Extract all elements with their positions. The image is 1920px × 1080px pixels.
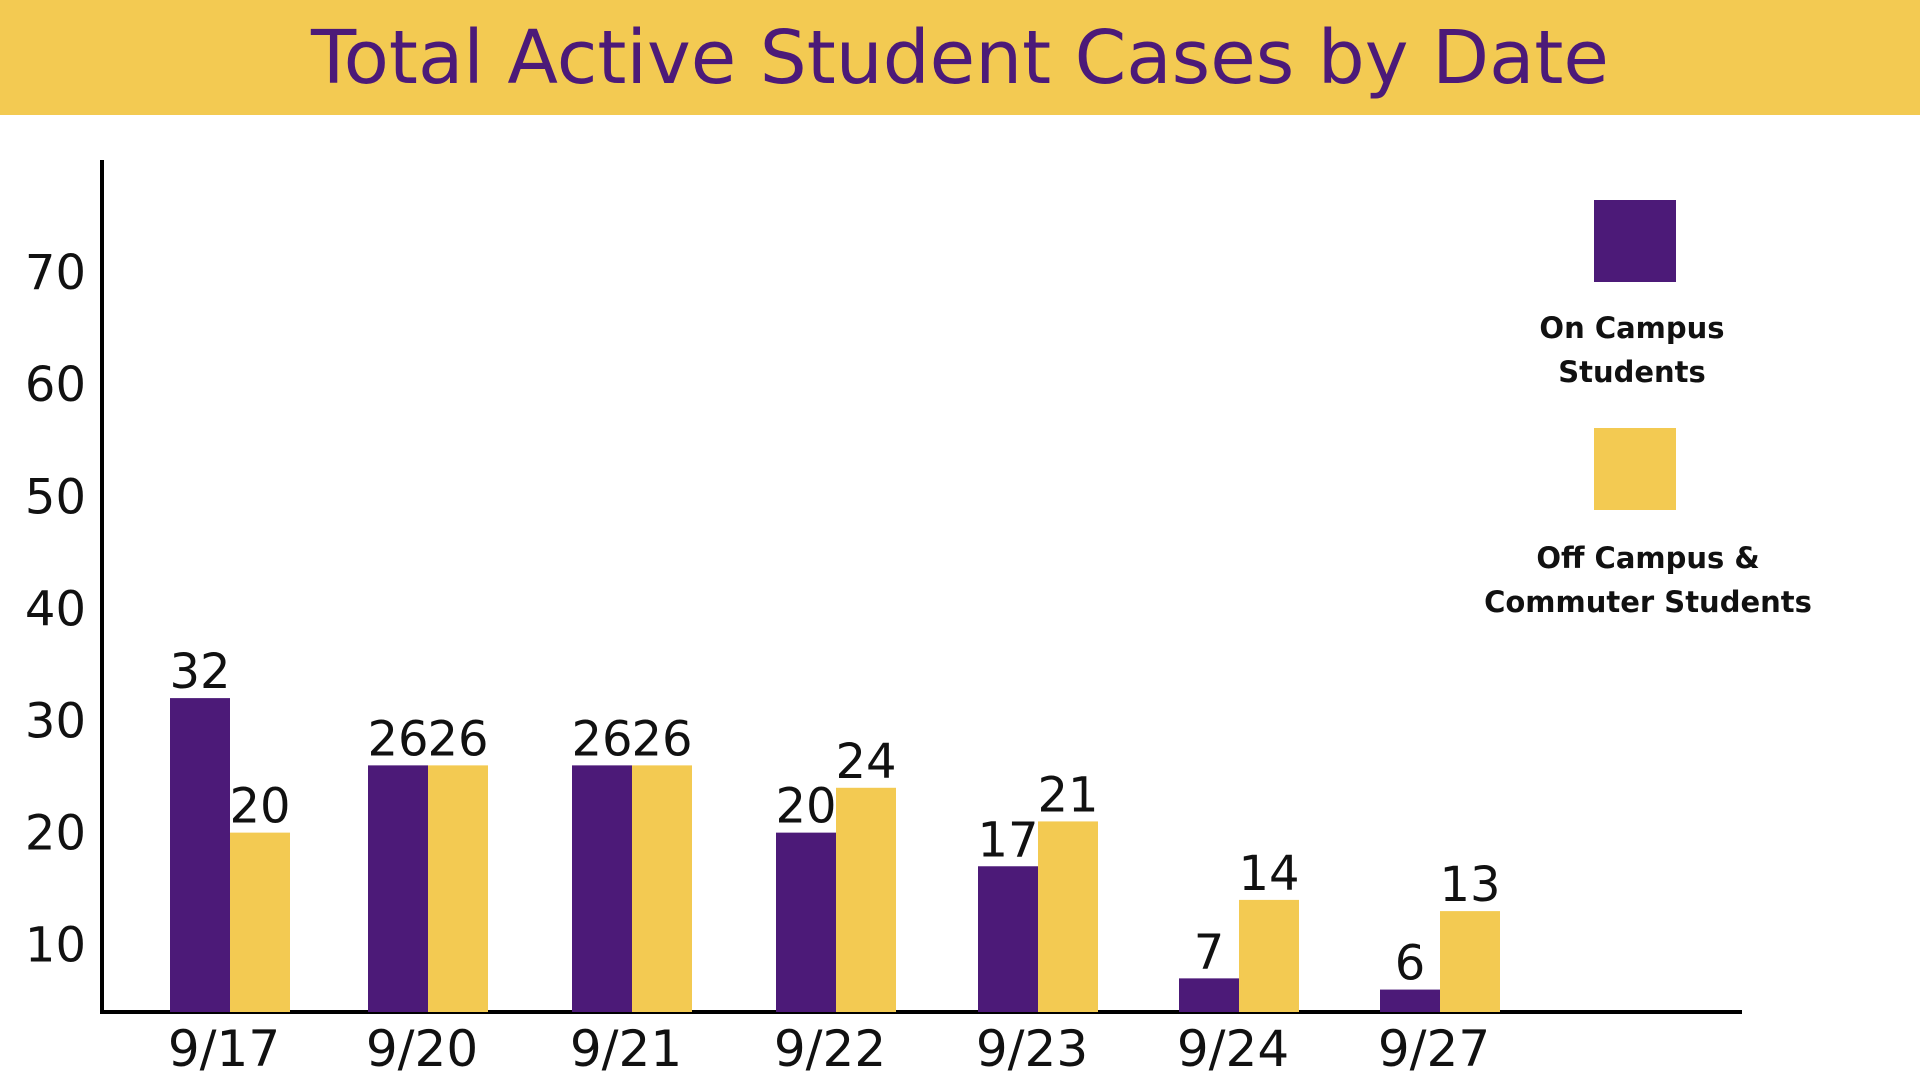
data-label: 20 — [775, 779, 836, 835]
bar-off-campus-2 — [632, 765, 692, 1012]
y-axis-ticks: 10 20 30 40 50 60 70 — [25, 245, 86, 974]
legend-label: Off Campus & — [1536, 541, 1759, 575]
x-tick-label: 9/21 — [570, 1020, 682, 1078]
data-label: 26 — [427, 711, 488, 767]
bar-off-campus-4 — [1038, 821, 1098, 1012]
data-label: 26 — [631, 711, 692, 767]
y-tick-label: 10 — [25, 918, 86, 974]
bar-off-campus-3 — [836, 787, 896, 1012]
x-tick-label: 9/20 — [366, 1020, 478, 1078]
title-bar: Total Active Student Cases by Date — [0, 0, 1920, 115]
y-tick-label: 40 — [25, 581, 86, 637]
bar-on-campus-0 — [170, 698, 230, 1012]
y-tick-label: 30 — [25, 694, 86, 750]
legend-swatch — [1594, 200, 1676, 282]
data-label: 17 — [977, 812, 1038, 868]
legend-label: Commuter Students — [1484, 585, 1812, 619]
x-tick-label: 9/22 — [774, 1020, 886, 1078]
legend: On Campus Students Off Campus & Commuter St… — [1484, 200, 1812, 619]
bar-off-campus-1 — [428, 765, 488, 1012]
y-tick-label: 20 — [25, 806, 86, 862]
data-label: 6 — [1395, 936, 1426, 992]
x-tick-label: 9/23 — [976, 1020, 1088, 1078]
data-label: 24 — [835, 734, 896, 790]
legend-label: Students — [1558, 355, 1706, 389]
data-label: 20 — [229, 779, 290, 835]
bars — [170, 698, 1500, 1012]
bar-on-campus-6 — [1380, 989, 1440, 1012]
data-label: 13 — [1439, 857, 1500, 913]
chart-title: Total Active Student Cases by Date — [311, 14, 1609, 101]
x-tick-label: 9/24 — [1177, 1020, 1289, 1078]
bar-on-campus-3 — [776, 832, 836, 1012]
data-label: 26 — [367, 711, 428, 767]
y-tick-label: 70 — [25, 245, 86, 301]
bar-off-campus-6 — [1440, 911, 1500, 1012]
bar-on-campus-5 — [1179, 978, 1239, 1012]
data-label: 7 — [1194, 924, 1225, 980]
data-label: 21 — [1037, 767, 1098, 823]
y-tick-label: 60 — [25, 357, 86, 413]
bar-off-campus-0 — [230, 832, 290, 1012]
x-tick-label: 9/17 — [168, 1020, 280, 1078]
x-tick-label: 9/27 — [1378, 1020, 1490, 1078]
data-label: 14 — [1238, 846, 1299, 902]
y-tick-label: 50 — [25, 469, 86, 525]
legend-swatch — [1594, 428, 1676, 510]
bar-on-campus-1 — [368, 765, 428, 1012]
legend-label: On Campus — [1539, 311, 1724, 345]
data-label: 26 — [571, 711, 632, 767]
bar-on-campus-2 — [572, 765, 632, 1012]
bar-off-campus-5 — [1239, 899, 1299, 1012]
x-axis-labels: 9/17 9/20 9/21 9/22 9/23 9/24 9/27 — [168, 1020, 1490, 1078]
data-label: 32 — [169, 644, 230, 700]
bar-on-campus-4 — [978, 866, 1038, 1012]
